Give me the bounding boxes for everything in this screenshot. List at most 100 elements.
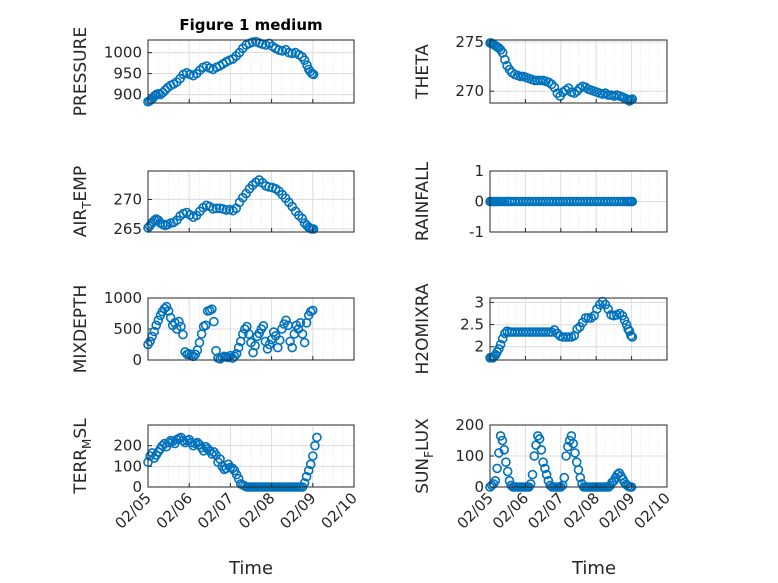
- data-point: [160, 85, 171, 95]
- data-point: [295, 317, 306, 328]
- axes-box: [147, 39, 355, 104]
- data-point: [211, 203, 222, 214]
- axes-box: [489, 424, 668, 488]
- data-point: [552, 88, 563, 98]
- subplot-theta: 270 275 THETA: [413, 33, 668, 106]
- data-point: [207, 449, 217, 459]
- data-point: [178, 329, 188, 340]
- data-point: [529, 451, 540, 461]
- data-point: [285, 336, 295, 347]
- y-tick-label: 950: [113, 65, 142, 83]
- data-point: [151, 320, 161, 331]
- y-axis-label: SUNFLUX: [413, 418, 436, 494]
- data-point: [534, 434, 545, 444]
- data-point: [563, 332, 574, 342]
- data-point: [490, 475, 501, 486]
- y-tick-label: 0: [474, 478, 484, 496]
- y-axis-label: AIRTEMP: [71, 166, 94, 237]
- x-tick-label: 02/08: [560, 489, 603, 532]
- y-tick-label: 2.5: [460, 316, 484, 334]
- data-point: [149, 326, 159, 337]
- data-point: [561, 451, 571, 461]
- data-point: [626, 330, 636, 341]
- data-point: [153, 315, 164, 326]
- y-tick-label: 270: [113, 190, 142, 208]
- x-tick-label: 02/07: [524, 489, 567, 532]
- x-axis-label-left: Time: [228, 558, 273, 579]
- x-axis-label-right: Time: [571, 558, 616, 579]
- data-point: [627, 196, 638, 207]
- data-point: [502, 466, 513, 477]
- y-tick-label: 0: [132, 478, 142, 496]
- subplot-pressure: 900 950 1000 PRESSURE: [71, 27, 355, 116]
- data-point: [619, 315, 630, 325]
- y-axis-label: THETA: [413, 44, 433, 100]
- subplot-mixdepth: 0 500 1000 MIXDEPTH: [71, 285, 355, 373]
- data-point: [583, 313, 594, 323]
- data-point: [497, 435, 508, 446]
- data-point: [541, 327, 551, 337]
- data-point: [209, 316, 219, 327]
- data-point: [492, 463, 502, 474]
- axes-box: [489, 297, 668, 361]
- data-point: [541, 469, 552, 480]
- axes-box: [147, 297, 355, 361]
- y-tick-label: 0: [132, 351, 142, 369]
- data-point: [495, 339, 506, 350]
- data-point: [500, 54, 510, 65]
- x-tick-label: 02/06: [153, 489, 196, 532]
- axes-box: [147, 170, 355, 233]
- data-point: [624, 326, 635, 337]
- data-point: [303, 465, 314, 476]
- data-point: [580, 313, 591, 323]
- y-tick-label: 900: [113, 86, 142, 104]
- subplot-air-temp: 265 270 AIRTEMP: [71, 166, 355, 238]
- data-point: [312, 432, 322, 443]
- data-point: [163, 437, 174, 448]
- data-point: [308, 224, 319, 234]
- subplot-rainfall: -1 0 1 RAINFALL: [413, 161, 668, 241]
- data-point: [145, 336, 155, 347]
- data-point: [223, 352, 234, 363]
- y-axis-label: H2OMIXRA: [413, 283, 433, 374]
- data-point: [307, 305, 318, 316]
- data-point: [186, 350, 197, 360]
- data-point: [500, 328, 510, 339]
- y-tick-label: 1000: [104, 289, 142, 307]
- y-tick-label: 100: [113, 457, 142, 475]
- data-point: [614, 308, 625, 319]
- data-point: [299, 337, 310, 348]
- data-point: [258, 321, 269, 331]
- data-point: [194, 337, 205, 348]
- data-point: [174, 316, 184, 327]
- data-point: [527, 469, 538, 480]
- data-point: [546, 79, 557, 90]
- y-tick-label: 3: [474, 293, 484, 311]
- data-point: [494, 344, 504, 354]
- subplot-sun-flux: 010020002/0502/0602/0702/0802/0902/10SUN…: [413, 416, 674, 532]
- data-point: [572, 324, 582, 334]
- data-point: [568, 438, 579, 449]
- data-point: [572, 86, 582, 96]
- data-point: [559, 472, 570, 483]
- data-point: [299, 55, 310, 66]
- y-axis-label: RAINFALL: [413, 161, 433, 241]
- y-tick-label: 270: [455, 82, 484, 100]
- data-point: [200, 320, 211, 331]
- x-tick-label: 02/08: [235, 489, 278, 532]
- data-point: [536, 444, 547, 455]
- data-point: [307, 451, 318, 461]
- y-axis-label: TERRMSL: [71, 418, 94, 495]
- axes-box: [147, 424, 355, 488]
- data-point: [535, 75, 546, 86]
- data-point: [308, 69, 319, 80]
- y-tick-label: 500: [113, 320, 142, 338]
- subplot-h2omixra: 2 2.5 3 H2OMIXRA: [413, 283, 668, 375]
- data-point: [264, 339, 275, 350]
- data-point: [231, 348, 242, 359]
- data-point: [571, 457, 582, 468]
- x-tick-label: 02/09: [595, 489, 638, 532]
- data-point: [570, 448, 580, 458]
